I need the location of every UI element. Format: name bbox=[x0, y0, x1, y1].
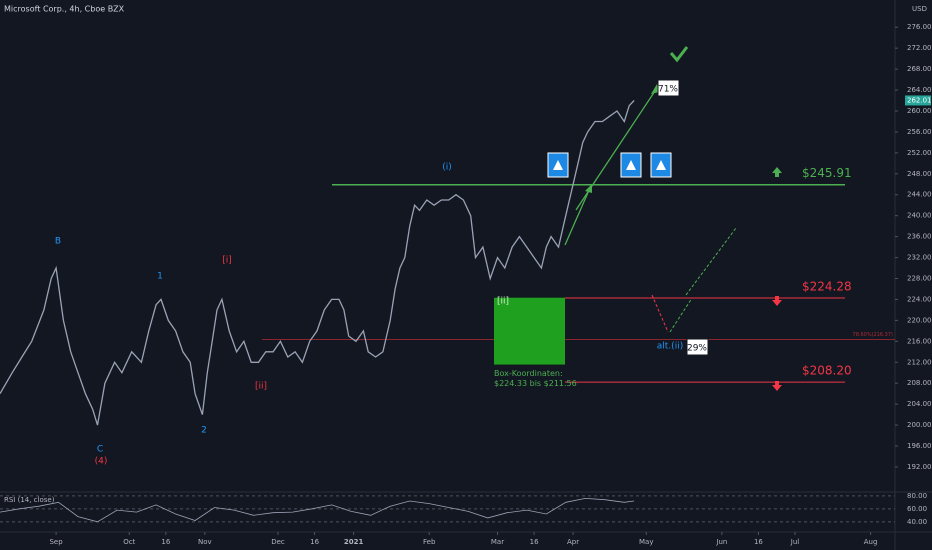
rsi-tick-label: 80.00 bbox=[907, 492, 927, 500]
x-tick-label: 16 bbox=[754, 538, 763, 546]
level-label: $245.91 bbox=[802, 166, 852, 180]
y-tick-label: 208.00 bbox=[907, 379, 932, 387]
y-tick-label: 212.00 bbox=[907, 358, 932, 366]
probability-label: 29% bbox=[687, 344, 707, 354]
level-label: $224.28 bbox=[802, 279, 852, 293]
box-range: $224.33 bis $211.56 bbox=[494, 379, 577, 388]
x-tick-label: 2021 bbox=[344, 538, 364, 546]
y-tick-label: 244.00 bbox=[907, 191, 932, 199]
wave-label: 1 bbox=[157, 272, 163, 282]
y-tick-label: 240.00 bbox=[907, 212, 932, 220]
y-tick-label: 216.00 bbox=[907, 337, 932, 345]
x-tick-label: Mar bbox=[491, 538, 504, 546]
rsi-line bbox=[0, 497, 635, 523]
probability-box bbox=[686, 338, 709, 356]
y-tick-label: 248.00 bbox=[907, 170, 932, 178]
signal-icons bbox=[547, 152, 672, 178]
wave-label: B bbox=[55, 237, 61, 247]
y-tick-label: 196.00 bbox=[907, 442, 932, 450]
fib-label: 78.60%(216.37) bbox=[853, 332, 894, 338]
x-tick-label: 16 bbox=[530, 538, 539, 546]
y-tick-label: 192.00 bbox=[907, 463, 932, 471]
target-box bbox=[494, 297, 565, 365]
rsi-tick-label: 40.00 bbox=[907, 518, 927, 526]
y-tick-label: 224.00 bbox=[907, 295, 932, 303]
y-tick-label: 256.00 bbox=[907, 128, 932, 136]
wave-label: 2 bbox=[201, 426, 207, 436]
x-tick-label: Jul bbox=[790, 538, 800, 546]
last-price-tag bbox=[905, 95, 931, 106]
rsi-tick-label: 60.00 bbox=[907, 505, 927, 513]
wave-label: [i] bbox=[222, 256, 232, 266]
y-tick-label: 252.00 bbox=[907, 149, 932, 157]
x-tick-label: Aug bbox=[864, 538, 878, 546]
x-tick-label: Sep bbox=[49, 538, 63, 546]
x-tick-label: Feb bbox=[423, 538, 436, 546]
currency: USD bbox=[912, 5, 927, 13]
box-caption: Box-Koordinaten: bbox=[494, 369, 563, 378]
rsi-title: RSI (14, close) bbox=[4, 496, 55, 504]
x-tick-label: Apr bbox=[567, 538, 579, 546]
y-tick-label: 260.00 bbox=[907, 107, 932, 115]
wave-label: C bbox=[97, 445, 103, 455]
y-tick-label: 204.00 bbox=[907, 400, 932, 408]
price-line bbox=[0, 100, 635, 426]
wave-label: [ii] bbox=[497, 297, 509, 307]
chart-title: Microsoft Corp., 4h, Cboe BZX bbox=[4, 5, 125, 14]
wave-label: alt.(ii) bbox=[657, 342, 683, 352]
wave-label: (i) bbox=[442, 163, 452, 173]
wave-label: (4) bbox=[95, 457, 108, 467]
x-tick-label: 16 bbox=[161, 538, 170, 546]
y-tick-label: 228.00 bbox=[907, 275, 932, 283]
x-tick-label: Nov bbox=[198, 538, 212, 546]
x-tick-label: May bbox=[639, 538, 653, 546]
y-tick-label: 272.00 bbox=[907, 44, 932, 52]
x-tick-label: Jun bbox=[715, 538, 727, 546]
y-tick-label: 268.00 bbox=[907, 65, 932, 73]
y-tick-label: 200.00 bbox=[907, 421, 932, 429]
y-tick-label: 220.00 bbox=[907, 316, 932, 324]
y-tick-label: 264.00 bbox=[907, 86, 932, 94]
probability-box bbox=[657, 79, 680, 97]
x-tick-label: 16 bbox=[310, 538, 319, 546]
last-price-label: 262.01 bbox=[907, 96, 932, 104]
x-tick-label: Oct bbox=[123, 538, 135, 546]
level-label: $208.20 bbox=[802, 364, 852, 378]
y-tick-label: 276.00 bbox=[907, 23, 932, 31]
y-tick-label: 236.00 bbox=[907, 233, 932, 241]
x-tick-label: Dec bbox=[271, 538, 285, 546]
wave-label: [ii] bbox=[255, 382, 267, 392]
probability-label: 71% bbox=[658, 85, 678, 95]
y-tick-label: 232.00 bbox=[907, 254, 932, 262]
